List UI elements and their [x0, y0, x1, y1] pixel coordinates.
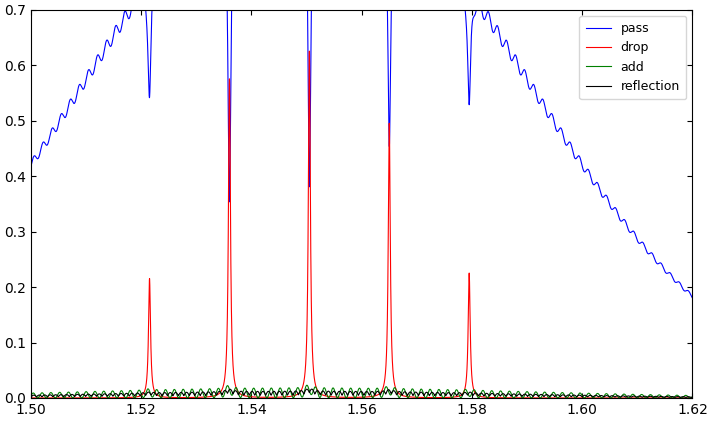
- drop: [48, 395, 56, 400]
- drop: [600, 395, 609, 400]
- reflection: [688, 394, 696, 400]
- reflection: [377, 391, 385, 396]
- add: [303, 383, 311, 388]
- drop: [377, 390, 385, 395]
- drop: [305, 48, 313, 53]
- drop: [99, 395, 108, 400]
- pass: [27, 163, 36, 168]
- add: [600, 393, 609, 398]
- add: [377, 394, 385, 400]
- drop: [186, 395, 194, 400]
- reflection: [172, 390, 180, 395]
- reflection: [600, 394, 609, 399]
- add: [686, 395, 694, 400]
- pass: [600, 194, 609, 199]
- add: [186, 391, 194, 396]
- pass: [48, 126, 56, 131]
- drop: [688, 395, 696, 400]
- Line: pass: pass: [31, 0, 692, 298]
- add: [99, 389, 108, 394]
- pass: [688, 296, 696, 301]
- Legend: pass, drop, add, reflection: pass, drop, add, reflection: [580, 16, 686, 99]
- reflection: [27, 394, 36, 400]
- add: [48, 391, 56, 396]
- reflection: [48, 393, 56, 398]
- Line: add: add: [31, 385, 692, 398]
- reflection: [99, 392, 108, 397]
- add: [688, 394, 696, 399]
- add: [172, 390, 180, 395]
- Line: reflection: reflection: [31, 389, 692, 397]
- pass: [99, 54, 108, 59]
- reflection: [687, 395, 696, 400]
- reflection: [186, 392, 194, 397]
- reflection: [308, 386, 316, 392]
- add: [27, 393, 36, 398]
- drop: [27, 395, 36, 400]
- drop: [172, 395, 180, 400]
- Line: drop: drop: [31, 51, 692, 398]
